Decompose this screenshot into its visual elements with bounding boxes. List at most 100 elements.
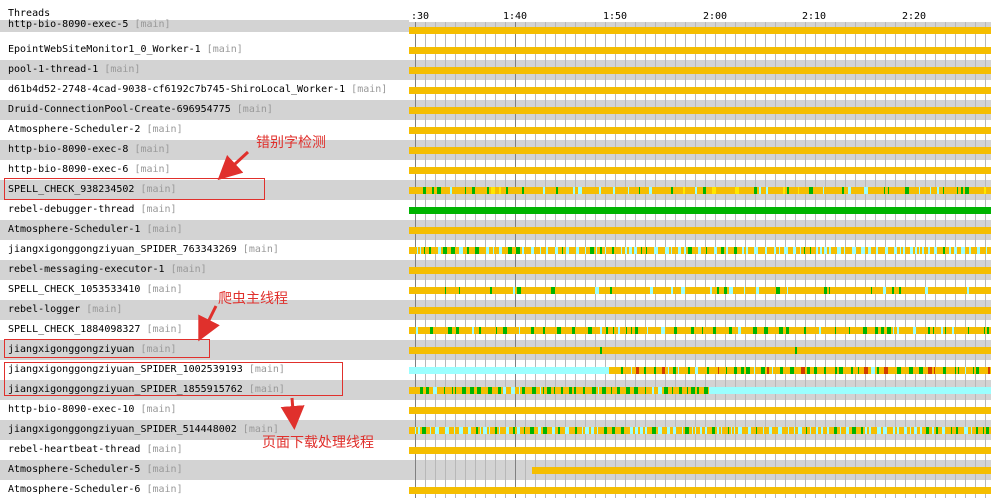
thread-state-bar[interactable]	[409, 127, 991, 134]
thread-state-bar[interactable]	[409, 267, 991, 274]
thread-row-http-bio-8090-exec-10[interactable]: http-bio-8090-exec-10 [main]	[0, 400, 409, 420]
thread-state-segment	[456, 327, 459, 334]
thread-state-segment	[557, 327, 561, 334]
thread-state-segment	[445, 287, 446, 294]
thread-state-bar[interactable]	[409, 27, 991, 34]
thread-row-rebel-messaging-executor-1[interactable]: rebel-messaging-executor-1 [main]	[0, 260, 409, 280]
thread-state-bar[interactable]	[409, 87, 991, 94]
thread-row-rebel-debugger-thread[interactable]: rebel-debugger-thread [main]	[0, 200, 409, 220]
thread-state-segment	[738, 327, 741, 334]
thread-row-atmosphere-scheduler-5[interactable]: Atmosphere-Scheduler-5 [main]	[0, 460, 409, 480]
thread-state-segment	[688, 367, 690, 374]
thread-row-atmosphere-scheduler-2[interactable]: Atmosphere-Scheduler-2 [main]	[0, 120, 409, 140]
thread-row-jiangxigonggongziyuan-spider-763343269[interactable]: jiangxigonggongziyuan_SPIDER_763343269 […	[0, 240, 409, 260]
thread-state-bar[interactable]	[409, 427, 991, 434]
thread-state-segment	[654, 367, 656, 374]
thread-state-segment	[618, 327, 620, 334]
thread-state-bar[interactable]	[409, 107, 991, 114]
thread-name: jiangxigonggongziyuan_SPIDER_763343269	[8, 244, 237, 255]
thread-state-segment	[919, 187, 920, 194]
thread-state-segment	[764, 327, 768, 334]
thread-state-segment	[816, 427, 818, 434]
thread-row-pool-1-thread-1[interactable]: pool-1-thread-1 [main]	[0, 60, 409, 80]
thread-state-segment	[835, 327, 836, 334]
thread-row-atmosphere-scheduler-6[interactable]: Atmosphere-Scheduler-6 [main]	[0, 480, 409, 500]
thread-group: [main]	[140, 444, 183, 455]
thread-state-segment	[552, 427, 555, 434]
thread-state-bar[interactable]	[409, 407, 991, 414]
thread-row-jiangxigonggongziyuan-spider-1002539193[interactable]: jiangxigonggongziyuan_SPIDER_1002539193 …	[0, 360, 409, 380]
thread-state-segment	[688, 247, 692, 254]
thread-state-segment	[763, 427, 764, 434]
thread-state-segment	[809, 187, 813, 194]
thread-state-segment	[531, 327, 534, 334]
thread-state-bar[interactable]	[409, 167, 991, 174]
thread-state-bar[interactable]	[409, 327, 991, 334]
thread-state-segment	[662, 367, 665, 374]
thread-label: SPELL_CHECK_1884098327 [main]	[8, 323, 183, 337]
thread-state-bar[interactable]	[409, 307, 991, 314]
thread-row-http-bio-8090-exec-6[interactable]: http-bio-8090-exec-6 [main]	[0, 160, 409, 180]
thread-state-segment	[885, 247, 888, 254]
thread-state-bar[interactable]	[409, 147, 991, 154]
thread-row-spell-check-1884098327[interactable]: SPELL_CHECK_1884098327 [main]	[0, 320, 409, 340]
thread-row-jiangxigonggongziyuan[interactable]: jiangxigonggongziyuan [main]	[0, 340, 409, 360]
thread-state-bar[interactable]	[409, 227, 991, 234]
thread-state-segment	[915, 247, 917, 254]
thread-label: EpointWebSiteMonitor1_0_Worker-1 [main]	[8, 43, 243, 57]
thread-state-bar[interactable]	[409, 387, 991, 394]
thread-state-segment	[612, 247, 614, 254]
thread-state-segment	[936, 427, 938, 434]
thread-row-atmosphere-scheduler-1[interactable]: Atmosphere-Scheduler-1 [main]	[0, 220, 409, 240]
thread-state-segment	[576, 247, 579, 254]
thread-state-segment	[435, 427, 439, 434]
thread-row-d61b4d52-2748-4cad-9038-cf6192c7b745-shirolocal-worker-1[interactable]: d61b4d52-2748-4cad-9038-cf6192c7b745-Shi…	[0, 80, 409, 100]
thread-state-bar[interactable]	[409, 247, 991, 254]
thread-state-segment	[914, 427, 917, 434]
thread-state-segment	[503, 327, 507, 334]
thread-row-epointwebsitemonitor1-0-worker-1[interactable]: EpointWebSiteMonitor1_0_Worker-1 [main]	[0, 40, 409, 60]
thread-state-segment	[798, 187, 799, 194]
thread-state-segment	[863, 327, 867, 334]
thread-state-segment	[823, 187, 824, 194]
thread-state-bar[interactable]	[409, 447, 991, 454]
thread-row-druid-connectionpool-create-696954775[interactable]: Druid-ConnectionPool-Create-696954775 [m…	[0, 100, 409, 120]
thread-state-segment	[652, 387, 654, 394]
thread-row-spell-check-1053533410[interactable]: SPELL_CHECK_1053533410 [main]	[0, 280, 409, 300]
thread-state-bar[interactable]	[409, 207, 991, 214]
thread-state-segment	[795, 347, 797, 354]
thread-label: pool-1-thread-1 [main]	[8, 63, 140, 77]
thread-state-bar[interactable]	[409, 67, 991, 74]
thread-state-segment	[491, 187, 495, 194]
thread-state-segment	[695, 187, 697, 194]
thread-row-rebel-logger[interactable]: rebel-logger [main]	[0, 300, 409, 320]
timeline-area[interactable]	[409, 22, 991, 498]
thread-state-segment	[852, 427, 856, 434]
thread-state-segment	[934, 247, 937, 254]
thread-state-segment	[875, 327, 878, 334]
thread-state-segment	[682, 427, 683, 434]
thread-state-segment	[470, 387, 474, 394]
thread-state-bar[interactable]	[409, 287, 991, 294]
thread-state-bar[interactable]	[409, 487, 991, 494]
thread-state-segment	[957, 187, 958, 194]
time-tick-label: 1:50	[603, 11, 628, 22]
thread-row-http-bio-8090-exec-8[interactable]: http-bio-8090-exec-8 [main]	[0, 140, 409, 160]
thread-state-bar[interactable]	[409, 187, 991, 194]
thread-row-rebel-heartbeat-thread[interactable]: rebel-heartbeat-thread [main]	[0, 440, 409, 460]
thread-state-segment	[726, 367, 727, 374]
thread-state-segment	[639, 187, 640, 194]
thread-row-http-bio-8090-exec-5[interactable]: http-bio-8090-exec-5 [main]	[0, 19, 409, 40]
thread-state-bar[interactable]	[532, 467, 991, 474]
thread-row-spell-check-938234502[interactable]: SPELL_CHECK_938234502 [main]	[0, 180, 409, 200]
thread-state-segment	[543, 327, 545, 334]
thread-group: [main]	[140, 484, 183, 495]
thread-state-bar[interactable]	[409, 367, 991, 374]
thread-state-segment	[513, 427, 515, 434]
thread-state-segment	[933, 327, 934, 334]
thread-row-jiangxigonggongziyuan-spider-514448002[interactable]: jiangxigonggongziyuan_SPIDER_514448002 […	[0, 420, 409, 440]
thread-state-segment	[837, 247, 841, 254]
thread-state-bar[interactable]	[409, 347, 991, 354]
thread-state-bar[interactable]	[409, 47, 991, 54]
thread-label: Atmosphere-Scheduler-6 [main]	[8, 483, 183, 497]
